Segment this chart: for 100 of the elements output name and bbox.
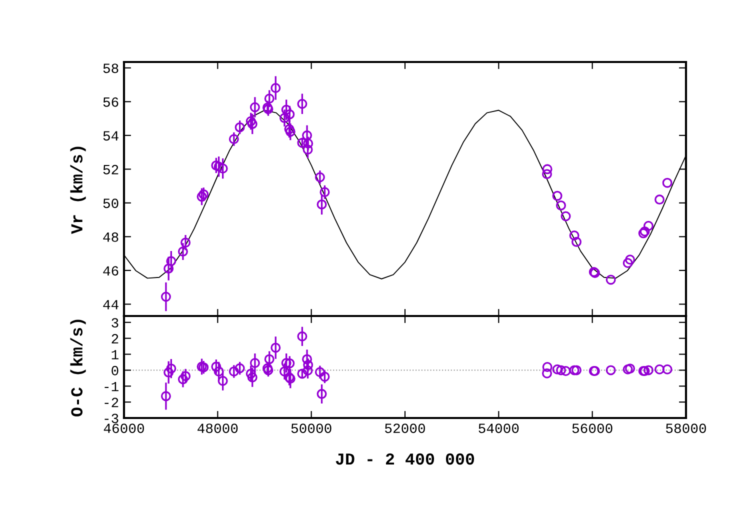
point xyxy=(556,200,566,210)
y-tick-label: 56 xyxy=(103,97,118,107)
point xyxy=(196,192,207,202)
point xyxy=(164,367,174,378)
point xyxy=(281,104,292,115)
y-tick-label: -2 xyxy=(104,398,118,408)
point xyxy=(560,366,571,376)
point xyxy=(270,342,281,353)
point xyxy=(160,391,171,402)
point xyxy=(285,126,296,137)
point xyxy=(542,368,552,378)
point xyxy=(264,94,274,104)
point xyxy=(542,164,552,174)
x-tick-label: 46000 xyxy=(104,424,144,434)
y-tick-label: 1 xyxy=(112,350,118,360)
point xyxy=(560,211,571,222)
point xyxy=(622,258,633,268)
y-tick-label: 54 xyxy=(103,131,118,141)
point xyxy=(234,363,245,374)
point xyxy=(662,364,672,374)
x-tick-label: 50000 xyxy=(291,424,332,434)
point xyxy=(228,366,239,376)
point xyxy=(160,292,171,302)
y-tick-label: -3 xyxy=(104,414,118,424)
point xyxy=(297,331,308,342)
point xyxy=(279,113,290,124)
point xyxy=(166,364,176,374)
point xyxy=(218,163,228,174)
point xyxy=(284,124,294,134)
point xyxy=(643,365,654,376)
x-tick-label: 48000 xyxy=(198,424,238,434)
point xyxy=(164,264,174,274)
y-tick-label: 50 xyxy=(103,198,118,208)
y-tick-label: 3 xyxy=(112,318,118,328)
point xyxy=(247,118,258,129)
point xyxy=(247,372,258,382)
y-tick-label: 0 xyxy=(112,366,118,376)
point xyxy=(625,364,636,374)
point xyxy=(569,230,580,240)
point xyxy=(234,122,245,132)
y-tick-label: 46 xyxy=(103,266,118,276)
point xyxy=(606,274,616,285)
point xyxy=(246,368,256,379)
point xyxy=(218,376,228,386)
point xyxy=(211,160,222,170)
point xyxy=(316,199,327,210)
point xyxy=(572,365,582,376)
point xyxy=(303,138,314,149)
point xyxy=(552,190,562,201)
point xyxy=(180,238,191,248)
x-tick-label: 58000 xyxy=(666,424,706,434)
point xyxy=(320,187,330,198)
x-tick-label: 56000 xyxy=(572,424,612,434)
point xyxy=(314,172,325,182)
point xyxy=(569,365,580,376)
point xyxy=(178,374,188,384)
point xyxy=(314,367,325,378)
point xyxy=(166,256,176,266)
y-axis-title: Vr (km/s) xyxy=(70,146,86,234)
y-tick-label: 2 xyxy=(112,334,118,344)
y-tick-label: 52 xyxy=(103,164,118,174)
point xyxy=(542,362,552,372)
point xyxy=(246,116,256,126)
point xyxy=(662,178,672,188)
point xyxy=(270,82,281,93)
point xyxy=(297,368,308,379)
point xyxy=(178,246,188,257)
point xyxy=(302,354,312,364)
point xyxy=(297,138,308,148)
point xyxy=(654,364,665,374)
point xyxy=(264,354,274,364)
x-tick-label: 52000 xyxy=(385,424,425,434)
point xyxy=(250,358,260,368)
point xyxy=(552,364,562,374)
point xyxy=(214,366,224,376)
point xyxy=(302,366,313,376)
point xyxy=(643,220,654,231)
point xyxy=(622,364,633,374)
point xyxy=(556,365,566,376)
x-axis-title: JD - 2 400 000 xyxy=(336,453,474,465)
point xyxy=(606,365,616,376)
point xyxy=(625,254,636,265)
x-tick-label: 54000 xyxy=(478,424,519,434)
point xyxy=(302,144,313,155)
point xyxy=(654,194,665,205)
point xyxy=(250,102,260,112)
point xyxy=(297,98,308,109)
point xyxy=(279,366,290,376)
point xyxy=(572,236,582,247)
y-tick-label: 48 xyxy=(103,232,118,242)
y-axis-title: O-C (km/s) xyxy=(70,320,86,416)
point xyxy=(542,169,552,180)
y-tick-label: 44 xyxy=(103,300,118,310)
point xyxy=(228,134,239,144)
point xyxy=(284,109,295,120)
point xyxy=(302,130,312,140)
y-tick-label: 58 xyxy=(103,64,118,74)
point xyxy=(180,371,191,382)
y-tick-label: -1 xyxy=(104,382,118,392)
point xyxy=(316,388,327,399)
